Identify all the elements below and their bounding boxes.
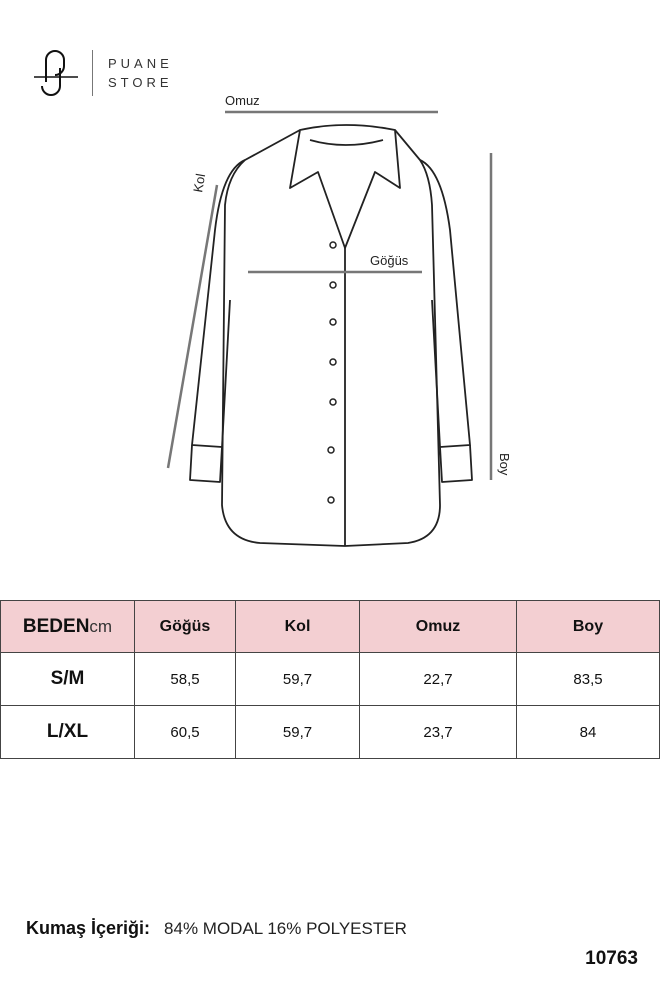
brand-name-line2: STORE [108, 75, 173, 90]
table-row: S/M 58,5 59,7 22,7 83,5 [0, 652, 660, 706]
table-header-row: BEDENcm Göğüs Kol Omuz Boy [0, 600, 660, 653]
header-shoulder: Omuz [359, 600, 517, 653]
brand-logo-icon [34, 50, 78, 96]
value-cell: 58,5 [134, 652, 236, 706]
shirt-measurement-diagram: Omuz Göğüs Kol Boy [166, 93, 512, 547]
fabric-label: Kumaş İçeriği: [26, 918, 151, 938]
header-chest: Göğüs [134, 600, 236, 653]
brand-name-line1: PUANE [108, 56, 173, 71]
fabric-value: 84% MODAL 16% POLYESTER [164, 919, 407, 938]
sleeve-label: Kol [190, 172, 208, 193]
fabric-content: Kumaş İçeriği: 84% MODAL 16% POLYESTER [26, 918, 407, 939]
value-cell: 84 [516, 705, 660, 759]
header-length: Boy [516, 600, 660, 653]
size-cell: L/XL [0, 705, 135, 759]
sleeve-line [166, 184, 219, 469]
value-cell: 59,7 [235, 705, 360, 759]
length-label: Boy [497, 453, 512, 476]
unit-label: cm [89, 616, 113, 636]
header-size: BEDENcm [0, 600, 135, 653]
value-cell: 23,7 [359, 705, 517, 759]
product-code: 10763 [585, 948, 638, 969]
size-table: BEDENcm Göğüs Kol Omuz Boy S/M 58,5 59,7… [0, 600, 660, 759]
table-row: L/XL 60,5 59,7 23,7 84 [0, 705, 660, 759]
value-cell: 60,5 [134, 705, 236, 759]
shirt-outline [189, 124, 473, 547]
measurement-lines [166, 110, 493, 480]
logo-divider [92, 50, 93, 96]
value-cell: 59,7 [235, 652, 360, 706]
size-label: BEDEN [22, 615, 90, 637]
shoulder-label: Omuz [225, 93, 260, 108]
buttons [327, 241, 337, 504]
header-sleeve: Kol [235, 600, 360, 653]
size-cell: S/M [0, 652, 135, 706]
value-cell: 22,7 [359, 652, 517, 706]
value-cell: 83,5 [516, 652, 660, 706]
chest-label: Göğüs [370, 253, 409, 268]
